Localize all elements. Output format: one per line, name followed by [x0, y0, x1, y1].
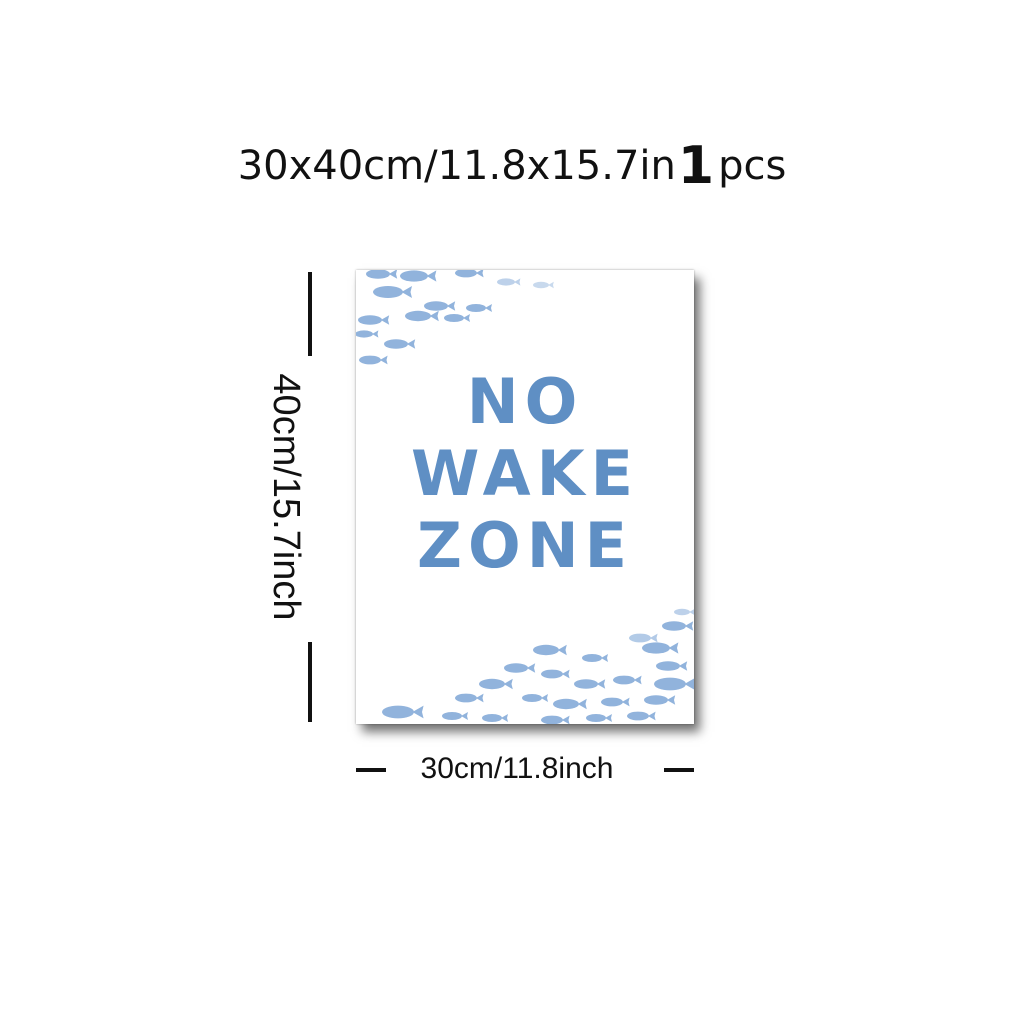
height-dimension-label: 40cm/15.7inch: [265, 373, 307, 621]
width-dimension-bar-right: [664, 768, 694, 772]
width-dimension-bar-left: [356, 768, 386, 772]
poster-line-1: NO: [466, 365, 584, 438]
size-text: 30x40cm/11.8x15.7in: [237, 143, 676, 189]
quantity-value: 1: [677, 136, 715, 196]
quantity-unit: pcs: [718, 143, 787, 189]
poster-slogan: NO WAKE ZONE: [356, 366, 694, 582]
width-dimension-label: 30cm/11.8inch: [420, 752, 614, 785]
poster-line-3: ZONE: [417, 509, 633, 582]
product-size-headline: 30x40cm/11.8x15.7in1 pcs: [0, 136, 1024, 196]
height-dimension-bar-top: [308, 272, 312, 356]
poster-line-2: WAKE: [411, 437, 639, 510]
height-dimension-bar-bottom: [308, 642, 312, 722]
poster-canvas: NO WAKE ZONE: [356, 270, 694, 724]
